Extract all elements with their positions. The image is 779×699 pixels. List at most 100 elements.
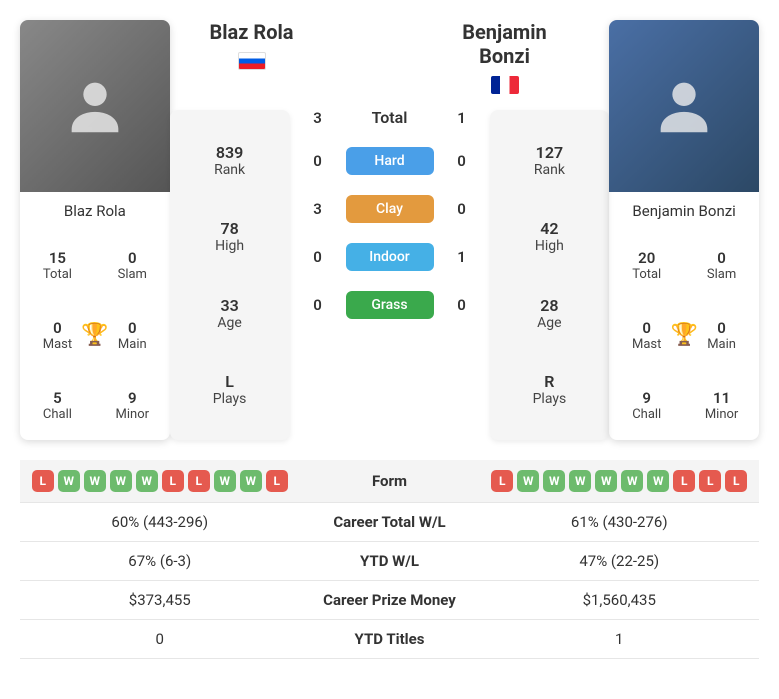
h2h-p1: 3 [308, 109, 328, 127]
player1-card: Blaz Rola 15Total 0Slam 0Mast 0Main 5Cha… [20, 20, 170, 440]
h2h-row: 0 Indoor 1 [308, 243, 472, 271]
row-label: YTD W/L [300, 542, 480, 581]
flag-icon-fr [491, 76, 519, 94]
form-box: W [84, 470, 106, 492]
stat-cell: 5Chall [20, 370, 95, 440]
h2h-p2: 1 [452, 109, 472, 127]
h2h-row: 0 Hard 0 [308, 147, 472, 175]
form-box: W [621, 470, 643, 492]
h2h-p2: 0 [452, 296, 472, 314]
player1-high: 78 [215, 219, 244, 238]
player2-card: Benjamin Bonzi 20Total 0Slam 0Mast 0Main… [609, 20, 759, 440]
form-box: W [58, 470, 80, 492]
p1-value: LWWWWLLWWL [20, 460, 300, 503]
player1-title: Blaz Rola [210, 20, 294, 44]
player1-info-card: 839Rank 78High 33Age LPlays [170, 110, 290, 440]
player2-name: Benjamin Bonzi [609, 192, 759, 230]
row-label: Career Total W/L [300, 503, 480, 542]
player1-plays: L [213, 372, 247, 391]
table-row: LWWWWLLWWLFormLWWWWWWLLL [20, 460, 759, 503]
player2-stat-grid: 20Total 0Slam 0Mast 0Main 9Chall 11Minor… [609, 230, 759, 440]
player2-title: Benjamin Bonzi [440, 20, 570, 68]
form-box: W [136, 470, 158, 492]
h2h-p1: 0 [308, 248, 328, 266]
h2h-row: 3 Total 1 [308, 108, 472, 127]
p2-value: 47% (22-25) [480, 542, 760, 581]
form-cell: LWWWWLLWWL [26, 470, 294, 492]
form-box: L [699, 470, 721, 492]
table-row: $373,455Career Prize Money$1,560,435 [20, 581, 759, 620]
surface-pill: Clay [346, 195, 434, 223]
stat-cell: 9Minor [95, 370, 170, 440]
stat-cell: 20Total [609, 230, 684, 300]
p2-value: $1,560,435 [480, 581, 760, 620]
row-label: Career Prize Money [300, 581, 480, 620]
stat-cell: 15Total [20, 230, 95, 300]
player1-rank: 839 [214, 143, 245, 162]
form-box: W [517, 470, 539, 492]
head-to-head-panel: Blaz Rola 15Total 0Slam 0Mast 0Main 5Cha… [20, 20, 759, 440]
surface-pill: Indoor [346, 243, 434, 271]
form-box: W [543, 470, 565, 492]
surface-pill: Total [346, 108, 434, 127]
avatar-icon [649, 71, 719, 141]
h2h-p1: 3 [308, 200, 328, 218]
flag-icon-si [238, 52, 266, 70]
row-label: YTD Titles [300, 620, 480, 659]
player2-age: 28 [537, 296, 561, 315]
player2-rank: 127 [534, 143, 565, 162]
row-label: Form [300, 460, 480, 503]
stat-cell: 11Minor [684, 370, 759, 440]
form-box: W [595, 470, 617, 492]
trophy-icon: 🏆 [670, 323, 697, 348]
p2-value: LWWWWWWLLL [480, 460, 760, 503]
form-box: W [569, 470, 591, 492]
form-box: W [110, 470, 132, 492]
h2h-table: 3 Total 1 0 Hard 0 3 Clay 0 0 Indoor 1 0 Grass 0 [308, 108, 472, 319]
player1-stat-grid: 15Total 0Slam 0Mast 0Main 5Chall 9Minor … [20, 230, 170, 440]
h2h-p2: 1 [452, 248, 472, 266]
h2h-p2: 0 [452, 200, 472, 218]
p1-value: 60% (443-296) [20, 503, 300, 542]
form-box: L [725, 470, 747, 492]
h2h-p1: 0 [308, 152, 328, 170]
p2-value: 1 [480, 620, 760, 659]
player2-high: 42 [535, 219, 564, 238]
h2h-p1: 0 [308, 296, 328, 314]
stat-cell: 0Slam [684, 230, 759, 300]
form-box: L [673, 470, 695, 492]
comparison-table: LWWWWLLWWLFormLWWWWWWLLL60% (443-296)Car… [20, 460, 759, 659]
form-cell: LWWWWWWLLL [486, 470, 754, 492]
player1-name: Blaz Rola [20, 192, 170, 230]
form-box: W [214, 470, 236, 492]
form-box: W [647, 470, 669, 492]
p1-value: $373,455 [20, 581, 300, 620]
h2h-row: 3 Clay 0 [308, 195, 472, 223]
player2-photo [609, 20, 759, 192]
player2-plays: R [533, 372, 567, 391]
surface-pill: Grass [346, 291, 434, 319]
form-box: L [266, 470, 288, 492]
player2-info-card: 127Rank 42High 28Age RPlays [490, 110, 610, 440]
avatar-icon [60, 71, 130, 141]
center-column: Blaz Rola Benjamin Bonzi 3Total10Hard03C… [290, 20, 490, 440]
h2h-p2: 0 [452, 152, 472, 170]
surface-pill: Hard [346, 147, 434, 175]
p1-value: 67% (6-3) [20, 542, 300, 581]
table-row: 60% (443-296)Career Total W/L61% (430-27… [20, 503, 759, 542]
stat-cell: 0Slam [95, 230, 170, 300]
form-box: L [188, 470, 210, 492]
p2-value: 61% (430-276) [480, 503, 760, 542]
table-row: 67% (6-3)YTD W/L47% (22-25) [20, 542, 759, 581]
form-box: W [240, 470, 262, 492]
p1-value: 0 [20, 620, 300, 659]
h2h-row: 0 Grass 0 [308, 291, 472, 319]
trophy-icon: 🏆 [81, 323, 108, 348]
form-box: L [162, 470, 184, 492]
table-row: 0YTD Titles1 [20, 620, 759, 659]
player1-photo [20, 20, 170, 192]
stat-cell: 9Chall [609, 370, 684, 440]
form-box: L [491, 470, 513, 492]
player1-age: 33 [217, 296, 241, 315]
form-box: L [32, 470, 54, 492]
